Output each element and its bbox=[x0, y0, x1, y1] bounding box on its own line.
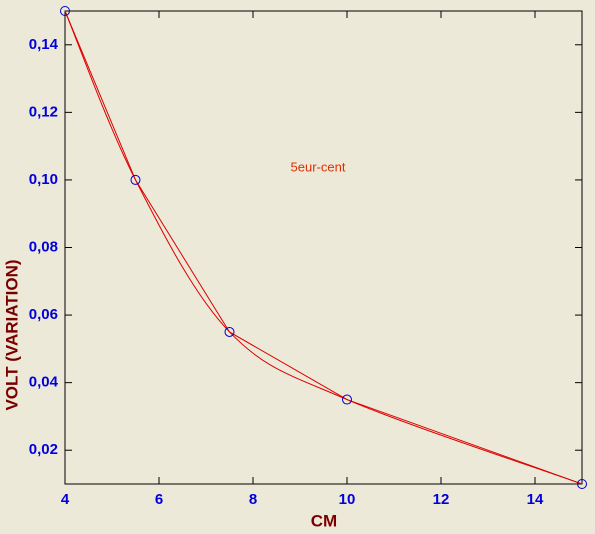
x-tick-label: 14 bbox=[527, 491, 544, 508]
x-tick-label: 10 bbox=[339, 491, 356, 508]
y-axis-title: VOLT (VARIATION) bbox=[2, 259, 21, 410]
plot-frame bbox=[64, 10, 583, 485]
y-tick-label: 0,08 bbox=[29, 238, 58, 255]
data-point bbox=[342, 394, 352, 405]
x-tick-label: 4 bbox=[61, 491, 70, 508]
y-tick-label: 0,12 bbox=[29, 103, 58, 120]
y-tick-label: 0,06 bbox=[29, 306, 58, 323]
x-tick-label: 6 bbox=[155, 491, 163, 508]
x-tick-label: 12 bbox=[433, 491, 450, 508]
data-point bbox=[577, 479, 587, 489]
y-tick-label: 0,02 bbox=[29, 441, 58, 458]
smooth-curve bbox=[64, 10, 583, 485]
data-point bbox=[130, 174, 141, 185]
y-tick-label: 0,04 bbox=[29, 374, 59, 391]
data-point bbox=[60, 6, 70, 16]
y-tick-label: 0,14 bbox=[29, 36, 59, 53]
y-tick-label: 0,10 bbox=[29, 171, 58, 188]
x-tick-label: 8 bbox=[249, 491, 257, 508]
x-axis-title: CM bbox=[311, 511, 337, 530]
data-point bbox=[224, 326, 235, 337]
annotation: 5eur-cent bbox=[291, 159, 346, 174]
